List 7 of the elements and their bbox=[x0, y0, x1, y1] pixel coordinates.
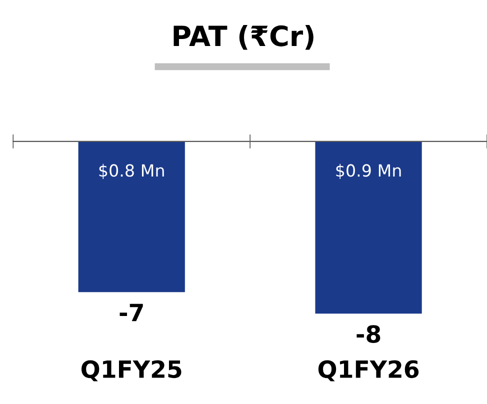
annotation: $0.8 Mn bbox=[99, 164, 164, 180]
chart-title: PAT (₹Cr) bbox=[174, 24, 314, 50]
x-tick-label: Q1FY26 bbox=[318, 360, 419, 382]
data-label: -8 bbox=[356, 325, 380, 343]
annotation: $0.9 Mn bbox=[336, 164, 401, 180]
x-tick-label: Q1FY25 bbox=[81, 360, 182, 382]
data-label: -7 bbox=[120, 304, 143, 322]
